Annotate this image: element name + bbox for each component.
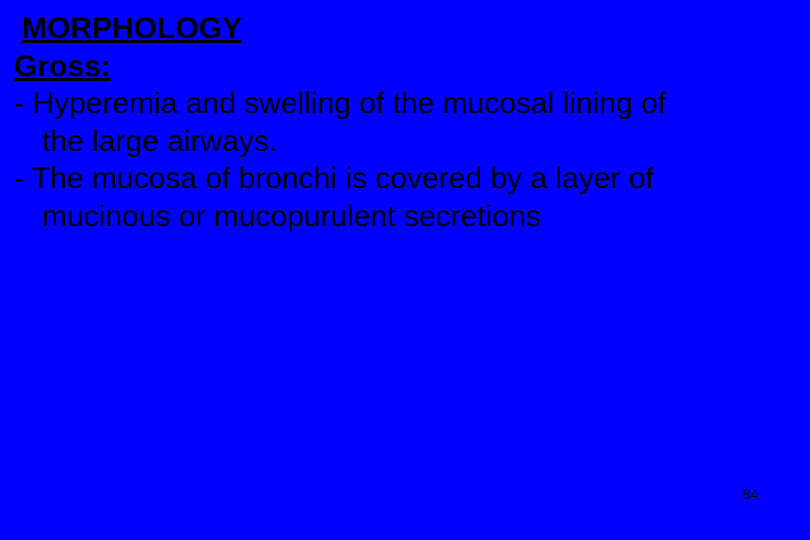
bullet-2-line-1: - The mucosa of bronchi is covered by a … (14, 160, 796, 198)
slide-content: MORPHOLOGY Gross: - Hyperemia and swelli… (0, 0, 810, 235)
bullet-1: - Hyperemia and swelling of the mucosal … (14, 85, 796, 160)
bullet-1-line-1: - Hyperemia and swelling of the mucosal … (14, 85, 796, 123)
bullet-2-line-2: mucinous or mucopurulent secretions (14, 198, 796, 236)
slide-title: MORPHOLOGY (14, 10, 796, 48)
bullet-2: - The mucosa of bronchi is covered by a … (14, 160, 796, 235)
slide-subtitle: Gross: (14, 48, 796, 86)
bullet-1-line-2: the large airways. (14, 123, 796, 161)
page-number: 84 (742, 486, 758, 502)
